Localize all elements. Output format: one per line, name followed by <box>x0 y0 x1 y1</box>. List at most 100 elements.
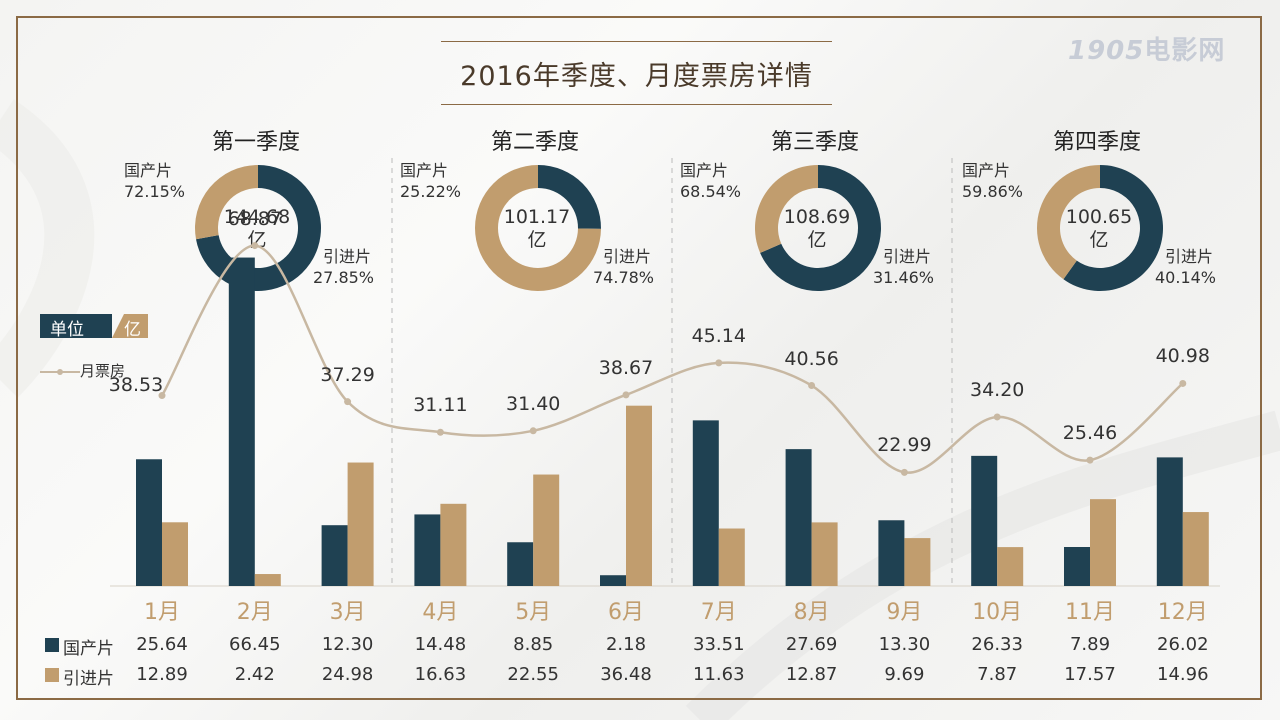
line-value-label: 31.40 <box>505 392 561 415</box>
q3-imported-label: 引进片 <box>883 247 932 266</box>
q4-imported-pct: 40.14% <box>1155 268 1217 287</box>
q1-domestic: 国产片 72.15% <box>124 160 185 202</box>
imported-value-cell: 12.87 <box>785 664 838 685</box>
imported-value-cell: 7.87 <box>977 664 1018 685</box>
month-label: 4月 <box>422 600 459 625</box>
q4-imported: 引进片 40.14% <box>1155 246 1216 288</box>
donut-slice-imported <box>1037 165 1100 280</box>
line-point <box>622 391 630 399</box>
q2-total-value: 101.17 <box>503 206 571 228</box>
q1-imported-pct: 27.85% <box>313 268 375 287</box>
imported-value-cell: 16.63 <box>414 664 467 685</box>
unit-label: 单位 亿 <box>40 314 148 340</box>
q3-donut <box>755 165 881 291</box>
q4-domestic: 国产片 59.86% <box>962 160 1023 202</box>
line-value-label: 40.98 <box>1155 345 1210 368</box>
line-value-label: 68.87 <box>227 207 282 230</box>
bar-imported <box>626 405 652 586</box>
title-box: 2016年季度、月度票房详情 <box>441 41 832 105</box>
bar-imported <box>533 474 560 586</box>
line-point <box>251 242 259 250</box>
q3-total: 108.69 亿 <box>772 206 862 252</box>
line-value-label: 38.53 <box>108 373 164 396</box>
donut-slice-imported <box>475 165 601 291</box>
domestic-value-cell: 13.30 <box>878 634 931 655</box>
month-label: 5月 <box>515 600 552 625</box>
bar-imported <box>254 574 281 586</box>
imported-value-cell: 11.63 <box>693 664 745 685</box>
bar-imported <box>347 462 374 586</box>
donut-slice-domestic <box>1063 165 1163 291</box>
month-label: 2月 <box>236 600 273 625</box>
unit-label-bg-dark <box>40 314 112 338</box>
line-value-label: 34.20 <box>969 378 1025 401</box>
q3-domestic-label: 国产片 <box>680 161 729 180</box>
domestic-value-cell: 8.85 <box>513 634 554 655</box>
q2-total: 101.17 亿 <box>492 206 582 252</box>
imported-value-cell: 2.42 <box>234 664 275 685</box>
line-point <box>436 428 444 436</box>
q2-title: 第二季度 <box>491 130 580 155</box>
bar-imported <box>997 547 1024 586</box>
page-frame <box>16 16 1262 700</box>
q2-imported: 引进片 74.78% <box>593 246 654 288</box>
domestic-value-cell: 7.89 <box>1069 634 1111 655</box>
line-value-label: 45.14 <box>691 324 746 347</box>
bar-imported <box>162 522 188 586</box>
bar-domestic <box>600 575 626 586</box>
bar-imported <box>440 503 467 586</box>
line-value-label: 31.11 <box>413 394 468 417</box>
bar-domestic <box>414 514 441 586</box>
month-label: 12月 <box>1157 600 1208 625</box>
imported-value-cell: 17.57 <box>1064 664 1116 685</box>
domestic-value-cell: 14.48 <box>414 634 467 655</box>
q4-total-value: 100.65 <box>1065 206 1133 228</box>
q1-domestic-label: 国产片 <box>124 161 173 180</box>
domestic-value-cell: 12.30 <box>321 634 374 655</box>
q2-imported-label: 引进片 <box>603 247 652 266</box>
bar-domestic <box>1064 547 1090 586</box>
line-value-label: 38.67 <box>598 356 654 379</box>
q1-imported-label: 引进片 <box>323 247 372 266</box>
q4-total-unit: 亿 <box>1089 229 1109 251</box>
donut-slice-imported <box>755 165 818 253</box>
bar-domestic <box>971 455 998 586</box>
domestic-value-cell: 25.64 <box>136 634 188 655</box>
line-point <box>993 413 1001 421</box>
domestic-value-cell: 27.69 <box>785 634 838 655</box>
logo-number: 1905 <box>1068 36 1145 66</box>
line-value-label: 40.56 <box>784 347 839 370</box>
domestic-value-cell: 26.02 <box>1157 634 1209 655</box>
q4-total: 100.65 亿 <box>1054 206 1144 252</box>
line-point <box>1086 456 1094 464</box>
q3-total-value: 108.69 <box>783 206 851 228</box>
imported-row-label: 引进片 <box>63 669 114 689</box>
bar-domestic <box>785 449 812 586</box>
line-point <box>344 398 352 406</box>
line-point <box>1179 379 1187 387</box>
q4-imported-label: 引进片 <box>1165 247 1214 266</box>
line-legend: 月票房 <box>40 360 125 381</box>
line-legend-label: 月票房 <box>80 362 126 380</box>
donut-slice-imported <box>195 165 258 240</box>
month-label: 3月 <box>329 600 366 625</box>
bar-domestic <box>1156 457 1183 586</box>
q1-domestic-pct: 72.15% <box>124 182 186 201</box>
bar-domestic <box>878 520 905 586</box>
q3-title: 第三季度 <box>771 130 860 155</box>
q4-title: 第四季度 <box>1053 130 1142 155</box>
month-label: 11月 <box>1065 600 1115 625</box>
q4-donut <box>1037 165 1163 291</box>
logo-text: 电影网 <box>1144 36 1226 66</box>
donut-slice-domestic <box>760 165 881 291</box>
bar-domestic <box>692 420 719 586</box>
q1-total-value: 144.68 <box>223 206 291 228</box>
line-point <box>529 427 537 435</box>
line-point <box>158 392 166 400</box>
line-point <box>715 359 723 367</box>
q4-domestic-label: 国产片 <box>962 161 1011 180</box>
month-label: 7月 <box>700 600 737 625</box>
bar-imported <box>904 538 931 586</box>
domestic-value-cell: 2.18 <box>605 634 647 655</box>
q3-domestic: 国产片 68.54% <box>680 160 741 202</box>
